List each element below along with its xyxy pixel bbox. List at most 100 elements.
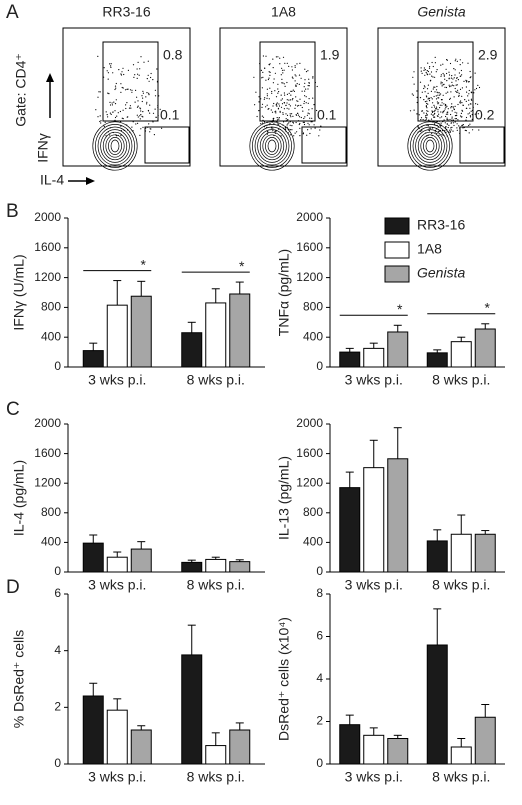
event-dot [446,123,448,125]
event-dot [131,126,133,128]
event-dot [284,62,286,64]
event-dot [283,69,285,71]
upper-gate [102,41,159,122]
event-dot [452,106,454,108]
event-dot [452,122,455,124]
event-dot [443,74,445,76]
event-dot [281,69,284,71]
event-dot [413,109,415,111]
bar [339,487,361,573]
event-dot [266,95,268,97]
y-axis-label: IFNγ (U/mL) [11,254,27,330]
event-dot [116,115,118,117]
event-dot [292,98,294,100]
event-dot [468,89,470,92]
event-dot [121,86,123,89]
event-dot [302,132,305,134]
event-dot [462,124,464,126]
event-dot [127,88,129,90]
event-dot [437,94,439,96]
y-tick-label: 6 [54,586,61,600]
x-tick-label: 3 wks p.i. [345,372,403,388]
contour [265,137,279,155]
event-dot [261,87,263,89]
event-dot [434,131,436,133]
event-dot [429,66,431,68]
event-dot [423,99,425,101]
y-tick-label: 2000 [34,210,61,224]
event-dot [435,106,438,108]
event-dot [280,135,282,137]
event-dot [276,102,278,104]
event-dot [106,114,108,116]
event-dot [268,108,270,110]
event-dot [298,116,301,118]
event-dot [279,57,281,59]
y-tick-label: 0 [54,564,61,578]
event-dot [307,122,309,124]
bar [106,304,128,368]
event-dot [140,110,142,112]
event-dot [461,124,463,126]
event-dot [113,101,115,103]
event-dot [292,122,295,124]
event-dot [453,108,455,110]
event-dot [461,102,463,104]
x-tick-label: 3 wks p.i. [88,769,146,785]
event-dot [474,72,476,74]
event-dot [311,117,313,119]
contour [100,129,130,163]
event-dot [142,90,144,92]
event-dot [456,114,458,116]
event-dot [304,116,306,118]
event-dot [130,107,132,109]
event-dot [450,91,452,93]
event-dot [140,128,142,130]
bar [130,295,152,368]
event-dot [424,74,426,76]
bar [229,561,251,573]
event-dot [114,110,116,112]
event-dot [284,94,286,96]
event-dot [458,94,460,96]
event-dot [266,88,268,90]
event-dot [294,80,296,82]
bar [181,654,203,765]
event-dot [449,118,451,121]
event-dot [107,116,109,118]
event-dot [283,92,285,94]
event-dot [128,107,131,109]
event-dot [143,61,145,63]
event-dot [427,92,429,94]
event-dot [426,70,428,72]
event-dot [432,127,434,129]
event-dot [262,71,264,73]
contour [407,121,453,171]
event-dot [427,74,429,76]
event-dot [288,92,290,94]
event-dot [265,79,267,81]
event-dot [444,130,446,132]
event-dot [440,74,442,76]
arrow-head [46,73,54,82]
event-dot [424,91,426,93]
event-dot [147,109,149,112]
event-dot [459,102,461,104]
event-dot [419,130,421,133]
event-dot [411,93,413,95]
event-dot [468,81,470,83]
bar [339,724,361,765]
event-dot [110,65,112,67]
bar [426,352,448,368]
event-dot [287,123,289,125]
bar [450,341,472,368]
event-dot [431,106,433,108]
event-dot [289,124,291,126]
event-dot [440,81,442,83]
event-dot [426,114,428,116]
event-dot [423,69,425,71]
event-dot [432,65,434,68]
event-dot [138,74,140,76]
event-dot [319,129,321,131]
event-dot [150,76,152,79]
